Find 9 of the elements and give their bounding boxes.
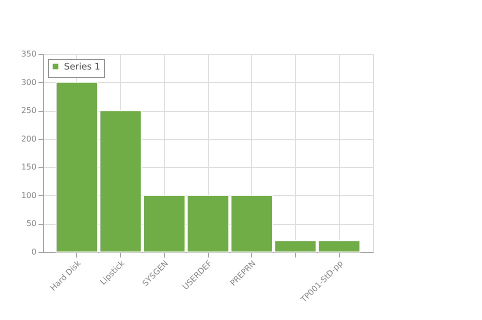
legend-label: Series 1 <box>64 62 100 72</box>
y-tick-label: 350 <box>21 50 36 58</box>
y-tick-label: 100 <box>21 190 36 200</box>
y-tick-label: 150 <box>21 162 36 172</box>
y-tick-label: 50 <box>26 219 36 228</box>
y-tick-label: 200 <box>21 134 36 144</box>
y-tick-label: 0 <box>31 248 36 256</box>
y-tick-label: 250 <box>21 106 36 116</box>
y-tick-label: 300 <box>21 78 36 87</box>
